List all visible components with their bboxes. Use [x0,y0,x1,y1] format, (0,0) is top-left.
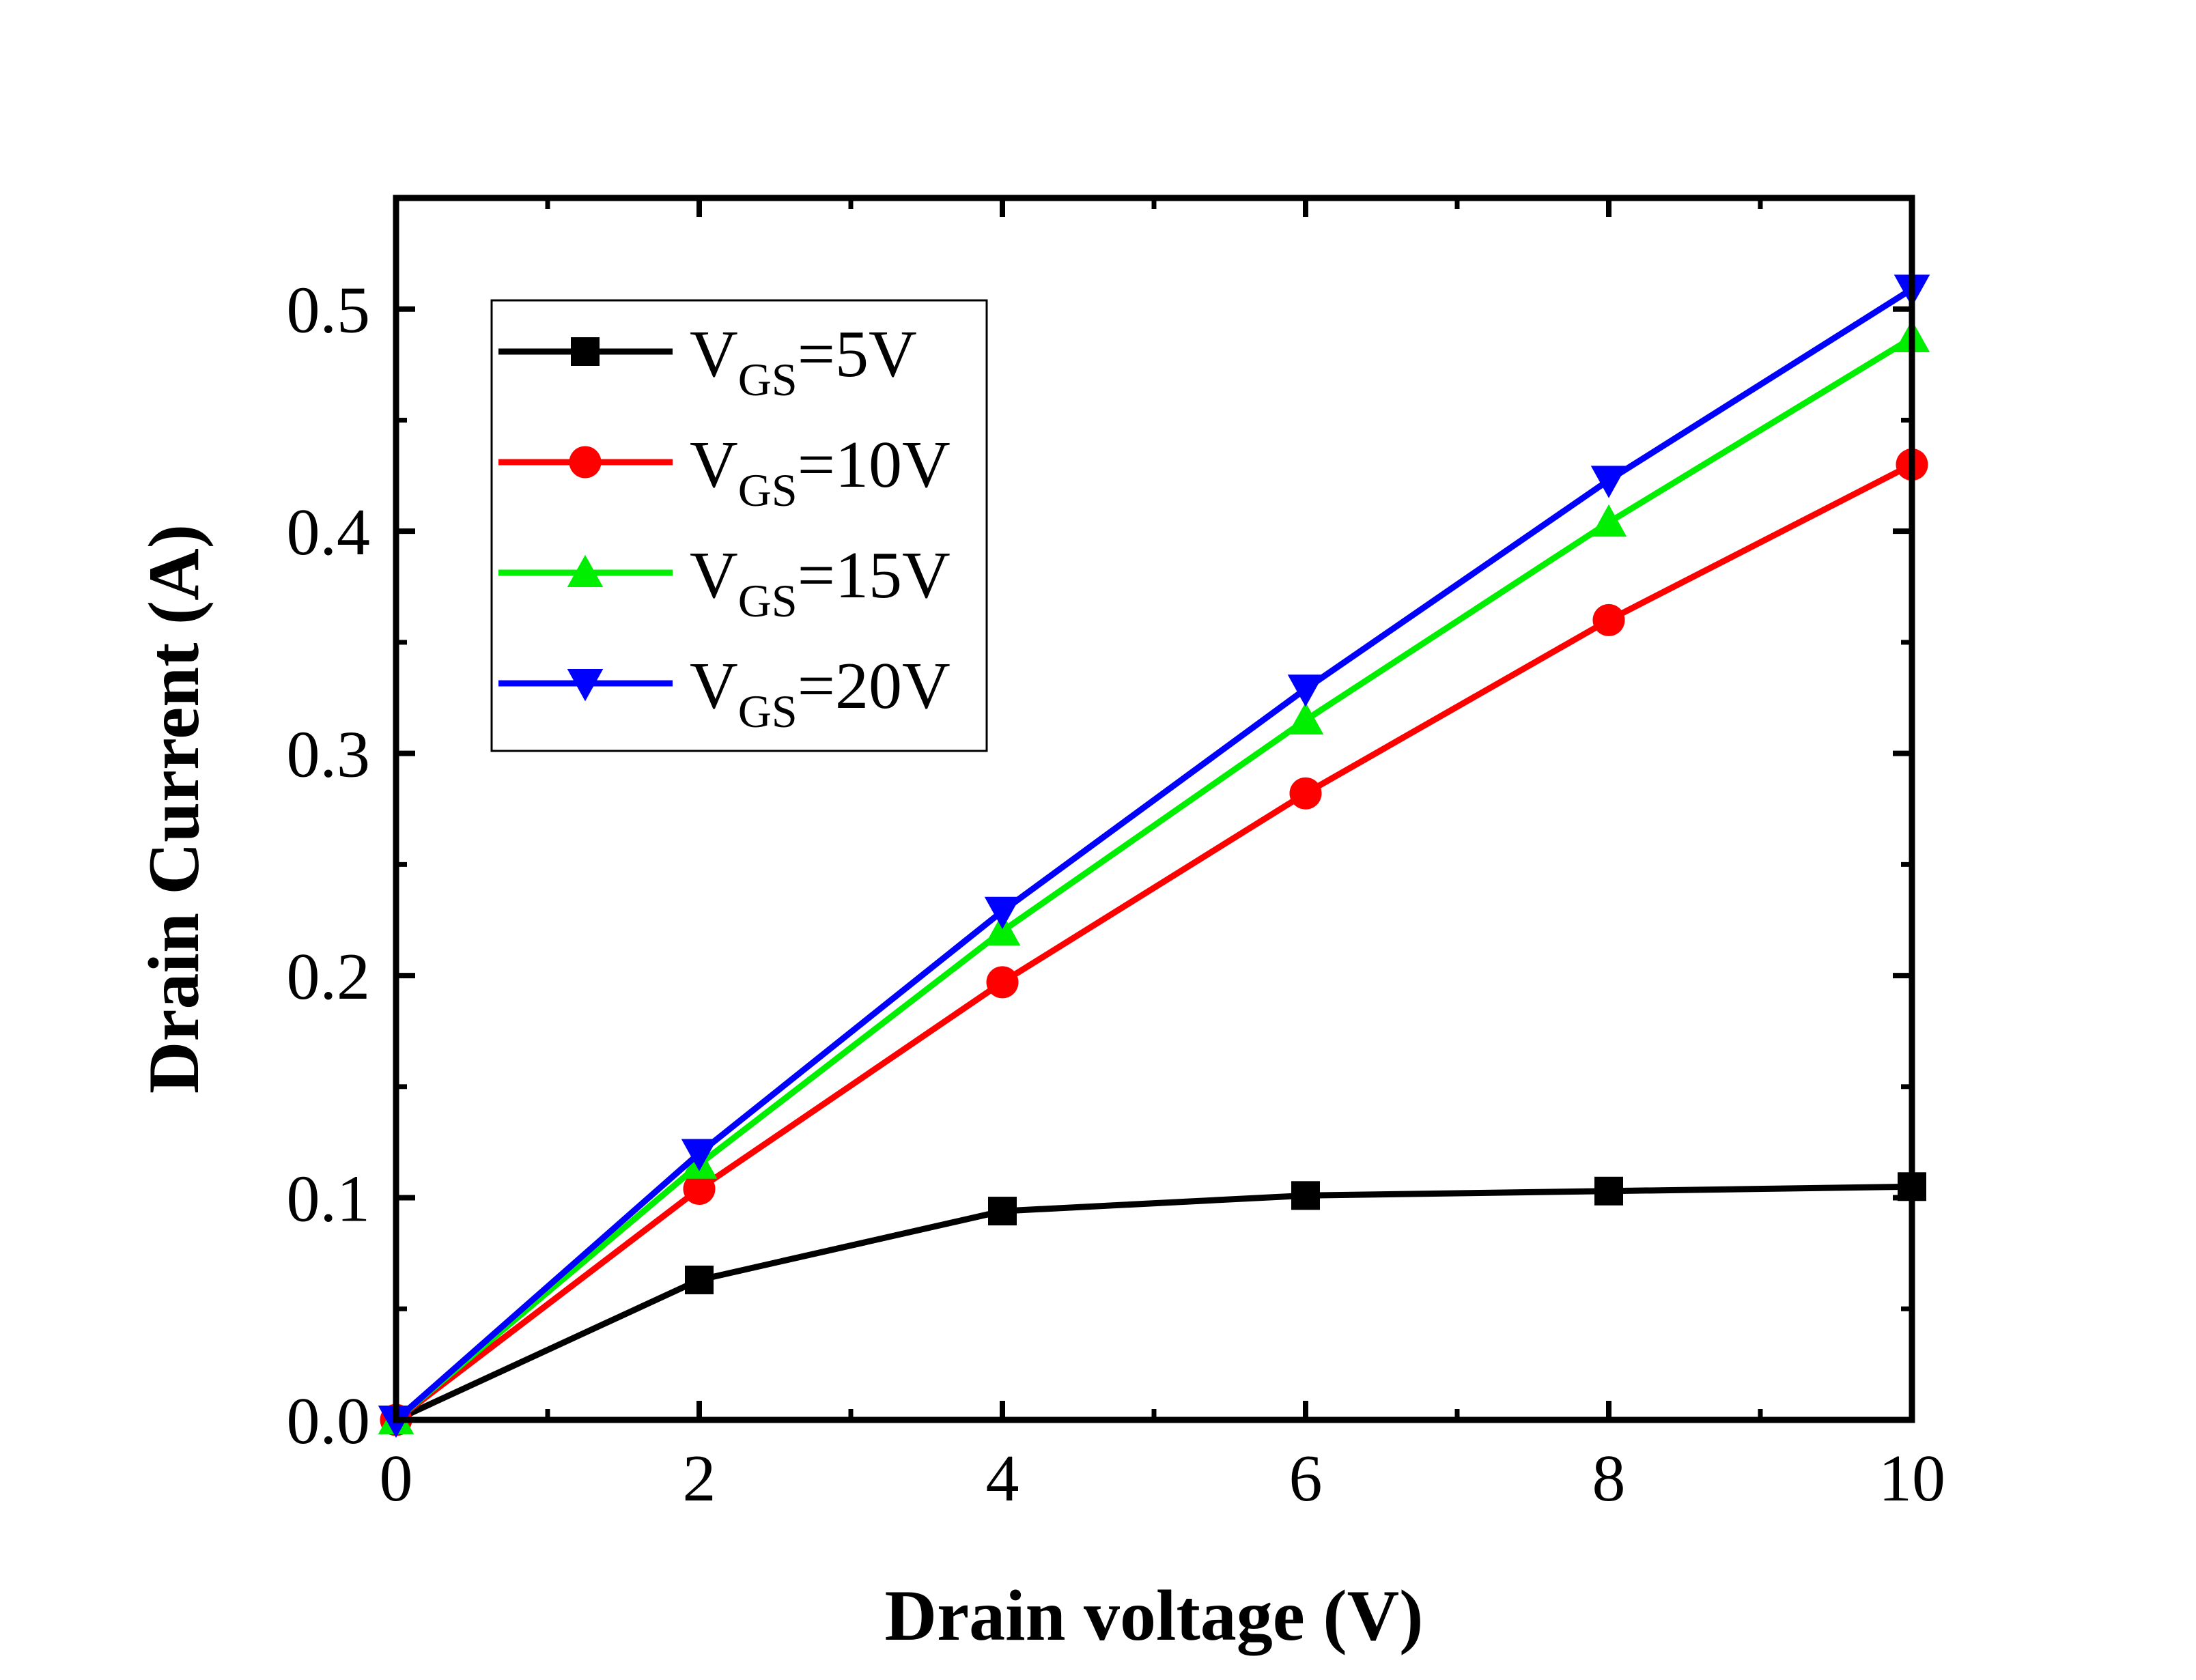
y-tick-label: 0.2 [287,940,371,1014]
legend-marker [571,337,600,366]
data-point-4 [681,1139,718,1171]
x-tick-label: 0 [380,1442,413,1515]
ticks-layer: 0 2 4 6 8 10 0.0 0.1 0.2 0.3 0.4 0.5 [287,195,1945,1515]
y-tick-label: 0.1 [287,1163,371,1236]
data-point-1 [685,1265,714,1294]
x-tick-label: 4 [986,1442,1019,1515]
series-line-4 [394,286,1914,1423]
series-layer [378,274,1930,1438]
legend-entry-label: VGS=15V [690,539,951,627]
data-point-1 [1291,1181,1320,1210]
y-tick-label: 0.5 [287,274,371,347]
series-line-3 [394,335,1914,1423]
x-tick-label: 8 [1592,1442,1626,1515]
data-point-2 [1289,777,1322,810]
data-point-2 [986,966,1019,999]
y-tick-label: 0.4 [287,496,371,569]
data-point-4 [1590,466,1627,498]
series-line-2 [394,461,1914,1423]
data-point-3 [984,913,1021,945]
legend-marker [569,446,602,479]
series-line-1 [395,1183,1913,1423]
x-tick-label: 6 [1289,1442,1323,1515]
data-point-4 [984,896,1021,929]
x-axis-title: Drain voltage (V) [885,1576,1424,1655]
legend: VGS=5V VGS=10V VGS=15V VGS=20V [490,299,988,752]
data-point-2 [683,1173,716,1206]
legend-entry-label: VGS=10V [690,428,951,516]
y-axis-title: Drain Current (A) [134,524,214,1094]
x-tick-label: 10 [1878,1442,1945,1515]
legend-entry-label: VGS=5V [690,317,917,405]
data-point-1 [988,1197,1017,1226]
data-point-2 [1592,603,1625,636]
x-tick-label: 2 [683,1442,716,1515]
data-point-1 [1594,1176,1623,1206]
data-point-3 [1287,702,1324,735]
legend-marker [567,554,604,587]
y-tick-label: 0.3 [287,718,371,792]
y-tick-label: 0.0 [287,1384,371,1458]
data-point-3 [1590,504,1627,537]
data-point-4 [1287,674,1324,707]
legend-marker [567,669,604,702]
legend-entry-label: VGS=20V [690,649,951,737]
